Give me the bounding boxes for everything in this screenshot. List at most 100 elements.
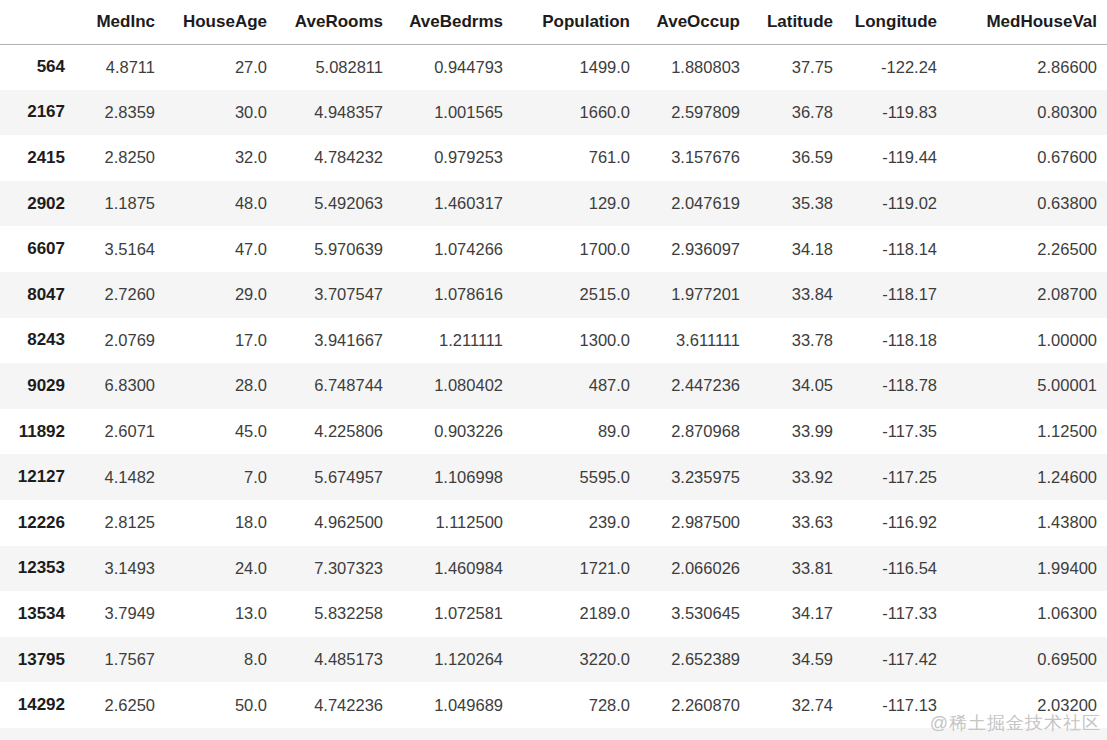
column-header: AveBedrms <box>393 0 513 44</box>
table-cell: -116.54 <box>843 546 947 592</box>
table-cell: -119.02 <box>843 181 947 227</box>
table-cell: 0.63800 <box>947 181 1107 227</box>
table-cell: 1.00000 <box>947 318 1107 364</box>
table-row: 90296.830028.06.7487441.080402487.02.447… <box>0 363 1107 409</box>
row-index: 14292 <box>0 682 75 728</box>
table-cell: 34.05 <box>750 363 843 409</box>
table-cell: 1.001565 <box>393 90 513 136</box>
table-cell: 33.92 <box>750 454 843 500</box>
table-cell: 35.38 <box>750 181 843 227</box>
row-index: 2902 <box>0 181 75 227</box>
table-cell: 50.0 <box>165 682 277 728</box>
table-cell: 27.0 <box>165 44 277 90</box>
table-cell: 1.078616 <box>393 272 513 318</box>
table-cell: 2189.0 <box>513 591 640 637</box>
row-index: 8047 <box>0 272 75 318</box>
table-cell: 32.74 <box>750 682 843 728</box>
table-cell: 2.6250 <box>75 682 165 728</box>
column-header: HouseAge <box>165 0 277 44</box>
row-index: 6607 <box>0 226 75 272</box>
table-cell: 4.784232 <box>277 135 393 181</box>
row-index: 13534 <box>0 591 75 637</box>
table-cell: 0.944793 <box>393 44 513 90</box>
table-cell: -117.42 <box>843 637 947 683</box>
table-cell: 5.674957 <box>277 454 393 500</box>
table-cell: 0.80300 <box>947 90 1107 136</box>
table-cell: 0.69500 <box>947 637 1107 683</box>
table-cell: 33.84 <box>750 272 843 318</box>
column-header: Longitude <box>843 0 947 44</box>
table-row: 82432.076917.03.9416671.2111111300.03.61… <box>0 318 1107 364</box>
table-cell: 2515.0 <box>513 272 640 318</box>
table-cell: 36.78 <box>750 90 843 136</box>
table-cell: 129.0 <box>513 181 640 227</box>
table-row: 121274.14827.05.6749571.1069985595.03.23… <box>0 454 1107 500</box>
table-cell: 1.460984 <box>393 546 513 592</box>
table-cell: 1.211111 <box>393 318 513 364</box>
row-index: 11892 <box>0 409 75 455</box>
table-cell: 3.611111 <box>640 318 750 364</box>
table-cell: 761.0 <box>513 135 640 181</box>
column-header: MedInc <box>75 0 165 44</box>
row-index: 8243 <box>0 318 75 364</box>
table-cell: 5.492063 <box>277 181 393 227</box>
table-cell: 1.06300 <box>947 591 1107 637</box>
table-cell: 1.106998 <box>393 454 513 500</box>
table-cell: 17.0 <box>165 318 277 364</box>
table-cell: 1.120264 <box>393 637 513 683</box>
table-cell: 37.75 <box>750 44 843 90</box>
column-header: Latitude <box>750 0 843 44</box>
table-cell: 1499.0 <box>513 44 640 90</box>
table-cell: 3.707547 <box>277 272 393 318</box>
table-cell: 1300.0 <box>513 318 640 364</box>
table-cell: 1.977201 <box>640 272 750 318</box>
table-cell: 36.59 <box>750 135 843 181</box>
table-cell: 2.597809 <box>640 90 750 136</box>
table-cell: 4.485173 <box>277 637 393 683</box>
table-cell: 0.903226 <box>393 409 513 455</box>
table-cell: 2.260870 <box>640 682 750 728</box>
table-cell: 1.24600 <box>947 454 1107 500</box>
table-cell: 4.742236 <box>277 682 393 728</box>
table-cell: 47.0 <box>165 226 277 272</box>
table-row: 135343.794913.05.8322581.0725812189.03.5… <box>0 591 1107 637</box>
table-cell: 3.941667 <box>277 318 393 364</box>
row-index: 12226 <box>0 500 75 546</box>
table-cell: 2.8125 <box>75 500 165 546</box>
table-cell: 2.987500 <box>640 500 750 546</box>
table-cell: 1.460317 <box>393 181 513 227</box>
table-cell: 3.235975 <box>640 454 750 500</box>
table-cell: 2.652389 <box>640 637 750 683</box>
table-cell: 1.1875 <box>75 181 165 227</box>
table-row: 24152.825032.04.7842320.979253761.03.157… <box>0 135 1107 181</box>
table-cell: -118.14 <box>843 226 947 272</box>
table-cell: 34.18 <box>750 226 843 272</box>
table-cell: 0.67600 <box>947 135 1107 181</box>
table-row: 80472.726029.03.7075471.0786162515.01.97… <box>0 272 1107 318</box>
table-cell: -118.17 <box>843 272 947 318</box>
row-index: 2415 <box>0 135 75 181</box>
index-column-header <box>0 0 75 44</box>
table-cell: 2.08700 <box>947 272 1107 318</box>
table-cell: 6.8300 <box>75 363 165 409</box>
table-cell: 7.307323 <box>277 546 393 592</box>
table-cell: 5.082811 <box>277 44 393 90</box>
table-cell: 2.0769 <box>75 318 165 364</box>
table-cell: -117.25 <box>843 454 947 500</box>
table-cell: 3.7949 <box>75 591 165 637</box>
table-cell: 1660.0 <box>513 90 640 136</box>
table-cell: 89.0 <box>513 409 640 455</box>
table-cell: -117.33 <box>843 591 947 637</box>
table-row: 118922.607145.04.2258060.90322689.02.870… <box>0 409 1107 455</box>
column-header: Population <box>513 0 640 44</box>
table-cell: 3.1493 <box>75 546 165 592</box>
column-header: AveRooms <box>277 0 393 44</box>
row-index: 9029 <box>0 363 75 409</box>
table-cell: 2.6071 <box>75 409 165 455</box>
table-cell: -118.18 <box>843 318 947 364</box>
table-cell: -119.83 <box>843 90 947 136</box>
table-cell: -116.92 <box>843 500 947 546</box>
table-cell: 13.0 <box>165 591 277 637</box>
row-index: 2167 <box>0 90 75 136</box>
table-cell: 5595.0 <box>513 454 640 500</box>
